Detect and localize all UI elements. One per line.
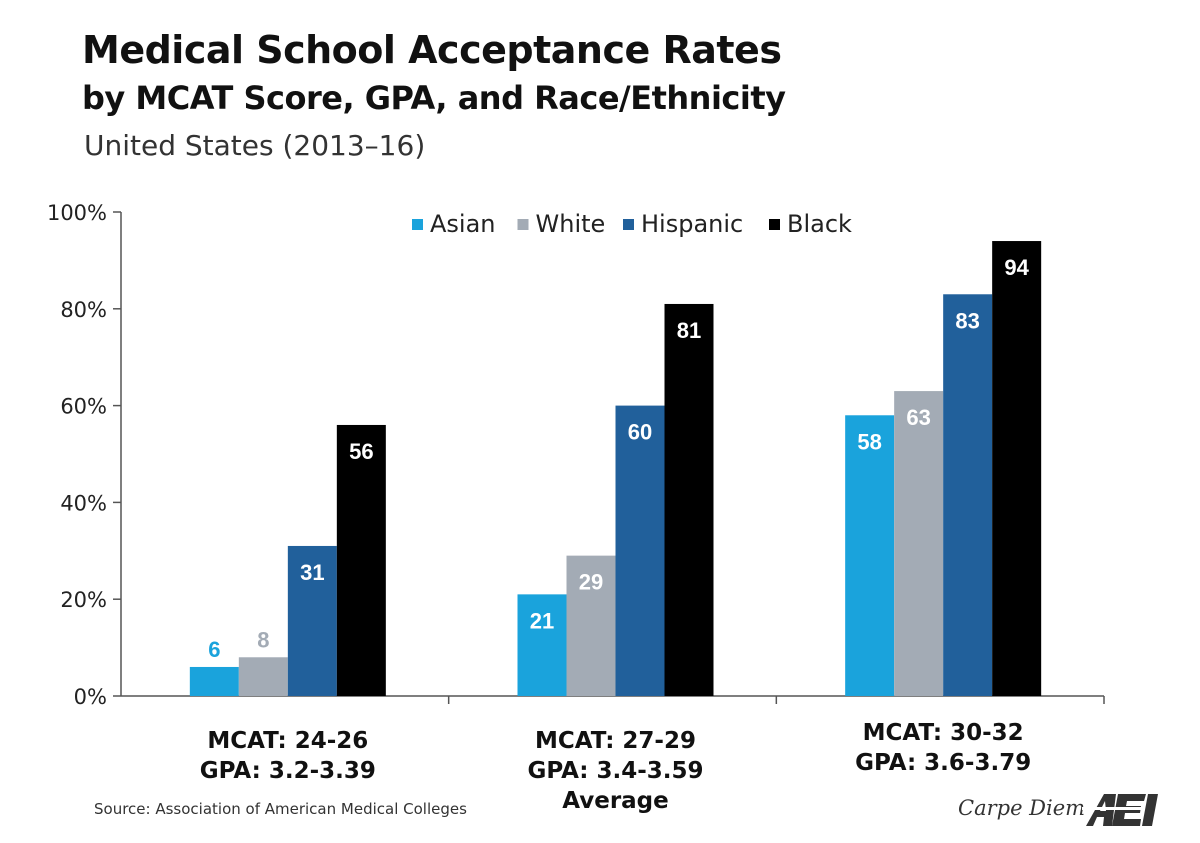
legend-label-black: Black [787,210,852,238]
y-tick-label: 100% [47,201,107,225]
y-tick-label: 80% [60,298,107,322]
bar-hispanic [287,545,337,696]
legend-swatch-hispanic [623,219,634,230]
category-label: MCAT: 27-29 GPA: 3.4-3.59 Average [486,726,746,816]
bar-white [238,657,288,696]
bar-value-label: 29 [579,570,603,595]
category-label: MCAT: 24-26 GPA: 3.2-3.39 [158,726,418,786]
brand-text: Carpe Diem [958,796,1086,820]
bar-value-label: 58 [857,429,881,454]
chart-subtitle: by MCAT Score, GPA, and Race/Ethnicity [82,79,786,117]
category-label-line: GPA: 3.2-3.39 [199,758,376,784]
bar-value-label: 81 [677,318,701,343]
bar-groups: 6 8 31 56 21 29 60 81 58 63 83 94 [189,241,1042,697]
bar-asian [517,594,567,696]
y-tick-label: 60% [60,395,107,419]
bar-value-label: 6 [208,637,220,662]
chart-legend: Asian White Hispanic Black [412,210,852,238]
legend-swatch-asian [412,219,423,230]
source-note: Source: Association of American Medical … [94,800,467,818]
bar-value-label: 94 [1004,255,1029,280]
category-label-line: GPA: 3.4-3.59 [527,758,704,784]
category-label-line: GPA: 3.6-3.79 [855,750,1032,776]
bar-value-label: 60 [628,420,652,445]
y-tick-label: 40% [60,491,107,515]
bar-value-label: 63 [906,405,930,430]
category-label-line: MCAT: 24-26 [207,728,369,754]
legend-swatch-white [517,219,529,230]
bar-white [894,391,944,696]
bar-value-label: 83 [955,308,979,333]
y-tick-label: 20% [60,588,107,612]
legend-label-hispanic: Hispanic [641,210,743,238]
bar-value-label: 56 [349,439,373,464]
bar-value-label: 8 [257,627,269,652]
bar-black [664,303,714,696]
bar-value-label: 21 [530,608,554,633]
bar-black [336,424,386,696]
category-label-line: MCAT: 27-29 [535,728,696,754]
bar-value-label: 31 [300,560,324,585]
category-label-line: MCAT: 30-32 [862,720,1024,746]
legend-label-white: White [536,210,606,238]
category-label-line: Average [562,788,669,814]
bar-asian [845,415,895,696]
y-tick-label: 0% [74,685,107,709]
bar-white [566,555,616,696]
chart-region-period: United States (2013–16) [84,129,426,162]
bar-hispanic [615,405,665,696]
bar-hispanic [943,294,993,696]
category-label: MCAT: 30-32 GPA: 3.6-3.79 [813,718,1073,778]
bar-asian [189,666,239,696]
chart-title: Medical School Acceptance Rates [82,28,782,72]
bar-black [992,241,1042,697]
brand-mark: Carpe Diem [958,790,1168,830]
legend-swatch-black [769,219,780,230]
aei-logo [1082,794,1158,826]
legend-label-asian: Asian [430,210,496,238]
